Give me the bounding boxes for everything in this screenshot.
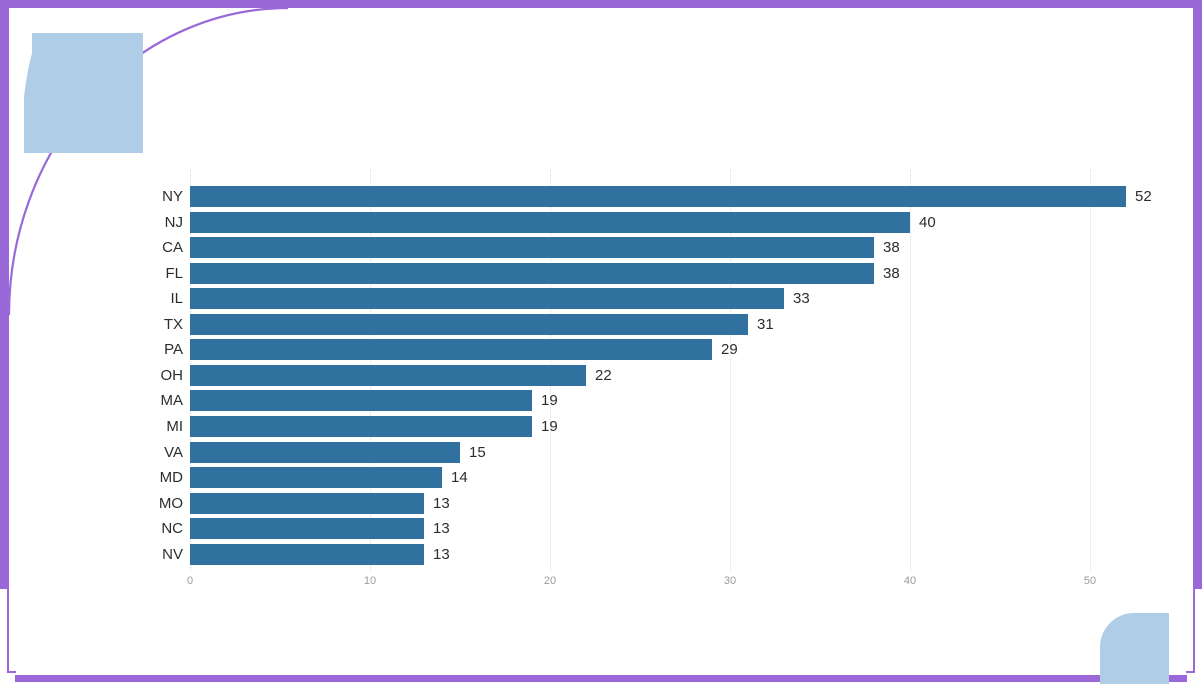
bar-mi[interactable] [190,416,532,437]
bar-nc[interactable] [190,518,424,539]
category-label-mi: MI [166,418,183,435]
x-axis-tick-label: 40 [903,575,917,587]
frame-border-right [1193,0,1202,589]
data-label-va: 15 [469,444,486,461]
gridline-30 [730,170,731,572]
x-axis-tick-label: 50 [1083,575,1097,587]
data-label-mo: 13 [433,495,450,512]
gridline-50 [1090,170,1091,572]
x-axis-tick-label: 30 [723,575,737,587]
decorative-square-bottom-right [1100,613,1169,684]
category-label-il: IL [170,290,183,307]
category-label-tx: TX [163,316,183,333]
decorative-square-top-left [24,33,143,153]
data-label-tx: 31 [757,316,774,333]
frame-border-bottom [15,675,1187,682]
category-label-oh: OH [160,367,184,384]
category-label-ma: MA [160,392,184,409]
data-label-ca: 38 [883,239,900,256]
bar-il[interactable] [190,288,784,309]
frame-thin-line-left [7,589,9,673]
bar-ca[interactable] [190,237,874,258]
category-label-md: MD [159,469,183,486]
frame-thin-corner-right [1186,671,1195,673]
category-label-nv: NV [162,546,183,563]
x-axis-tick-label: 10 [363,575,377,587]
category-label-nc: NC [161,520,183,537]
category-label-ny: NY [162,188,183,205]
bar-pa[interactable] [190,339,712,360]
bar-va[interactable] [190,442,460,463]
data-label-il: 33 [793,290,810,307]
bar-tx[interactable] [190,314,748,335]
bar-oh[interactable] [190,365,586,386]
data-label-nj: 40 [919,214,936,231]
category-label-va: VA [164,444,183,461]
x-axis-tick-label: 20 [543,575,557,587]
data-label-pa: 29 [721,341,738,358]
frame-thin-corner-left [7,671,16,673]
category-label-ca: CA [162,239,183,256]
bar-ny[interactable] [190,186,1126,207]
category-label-pa: PA [164,341,183,358]
data-label-nc: 13 [433,520,450,537]
data-label-ny: 52 [1135,188,1152,205]
category-label-fl: FL [165,265,183,282]
data-label-mi: 19 [541,418,558,435]
frame-border-left [0,0,9,589]
frame-thin-line-right [1193,589,1195,673]
category-label-mo: MO [158,495,183,512]
bar-fl[interactable] [190,263,874,284]
data-label-fl: 38 [883,265,900,282]
data-label-oh: 22 [595,367,612,384]
data-label-md: 14 [451,469,468,486]
data-label-nv: 13 [433,546,450,563]
bar-nv[interactable] [190,544,424,565]
bar-ma[interactable] [190,390,532,411]
x-axis-tick-label: 0 [186,575,194,587]
bar-nj[interactable] [190,212,910,233]
gridline-40 [910,170,911,572]
bar-md[interactable] [190,467,442,488]
bar-mo[interactable] [190,493,424,514]
category-label-nj: NJ [164,214,183,231]
data-label-ma: 19 [541,392,558,409]
frame-border-top [0,0,1202,8]
